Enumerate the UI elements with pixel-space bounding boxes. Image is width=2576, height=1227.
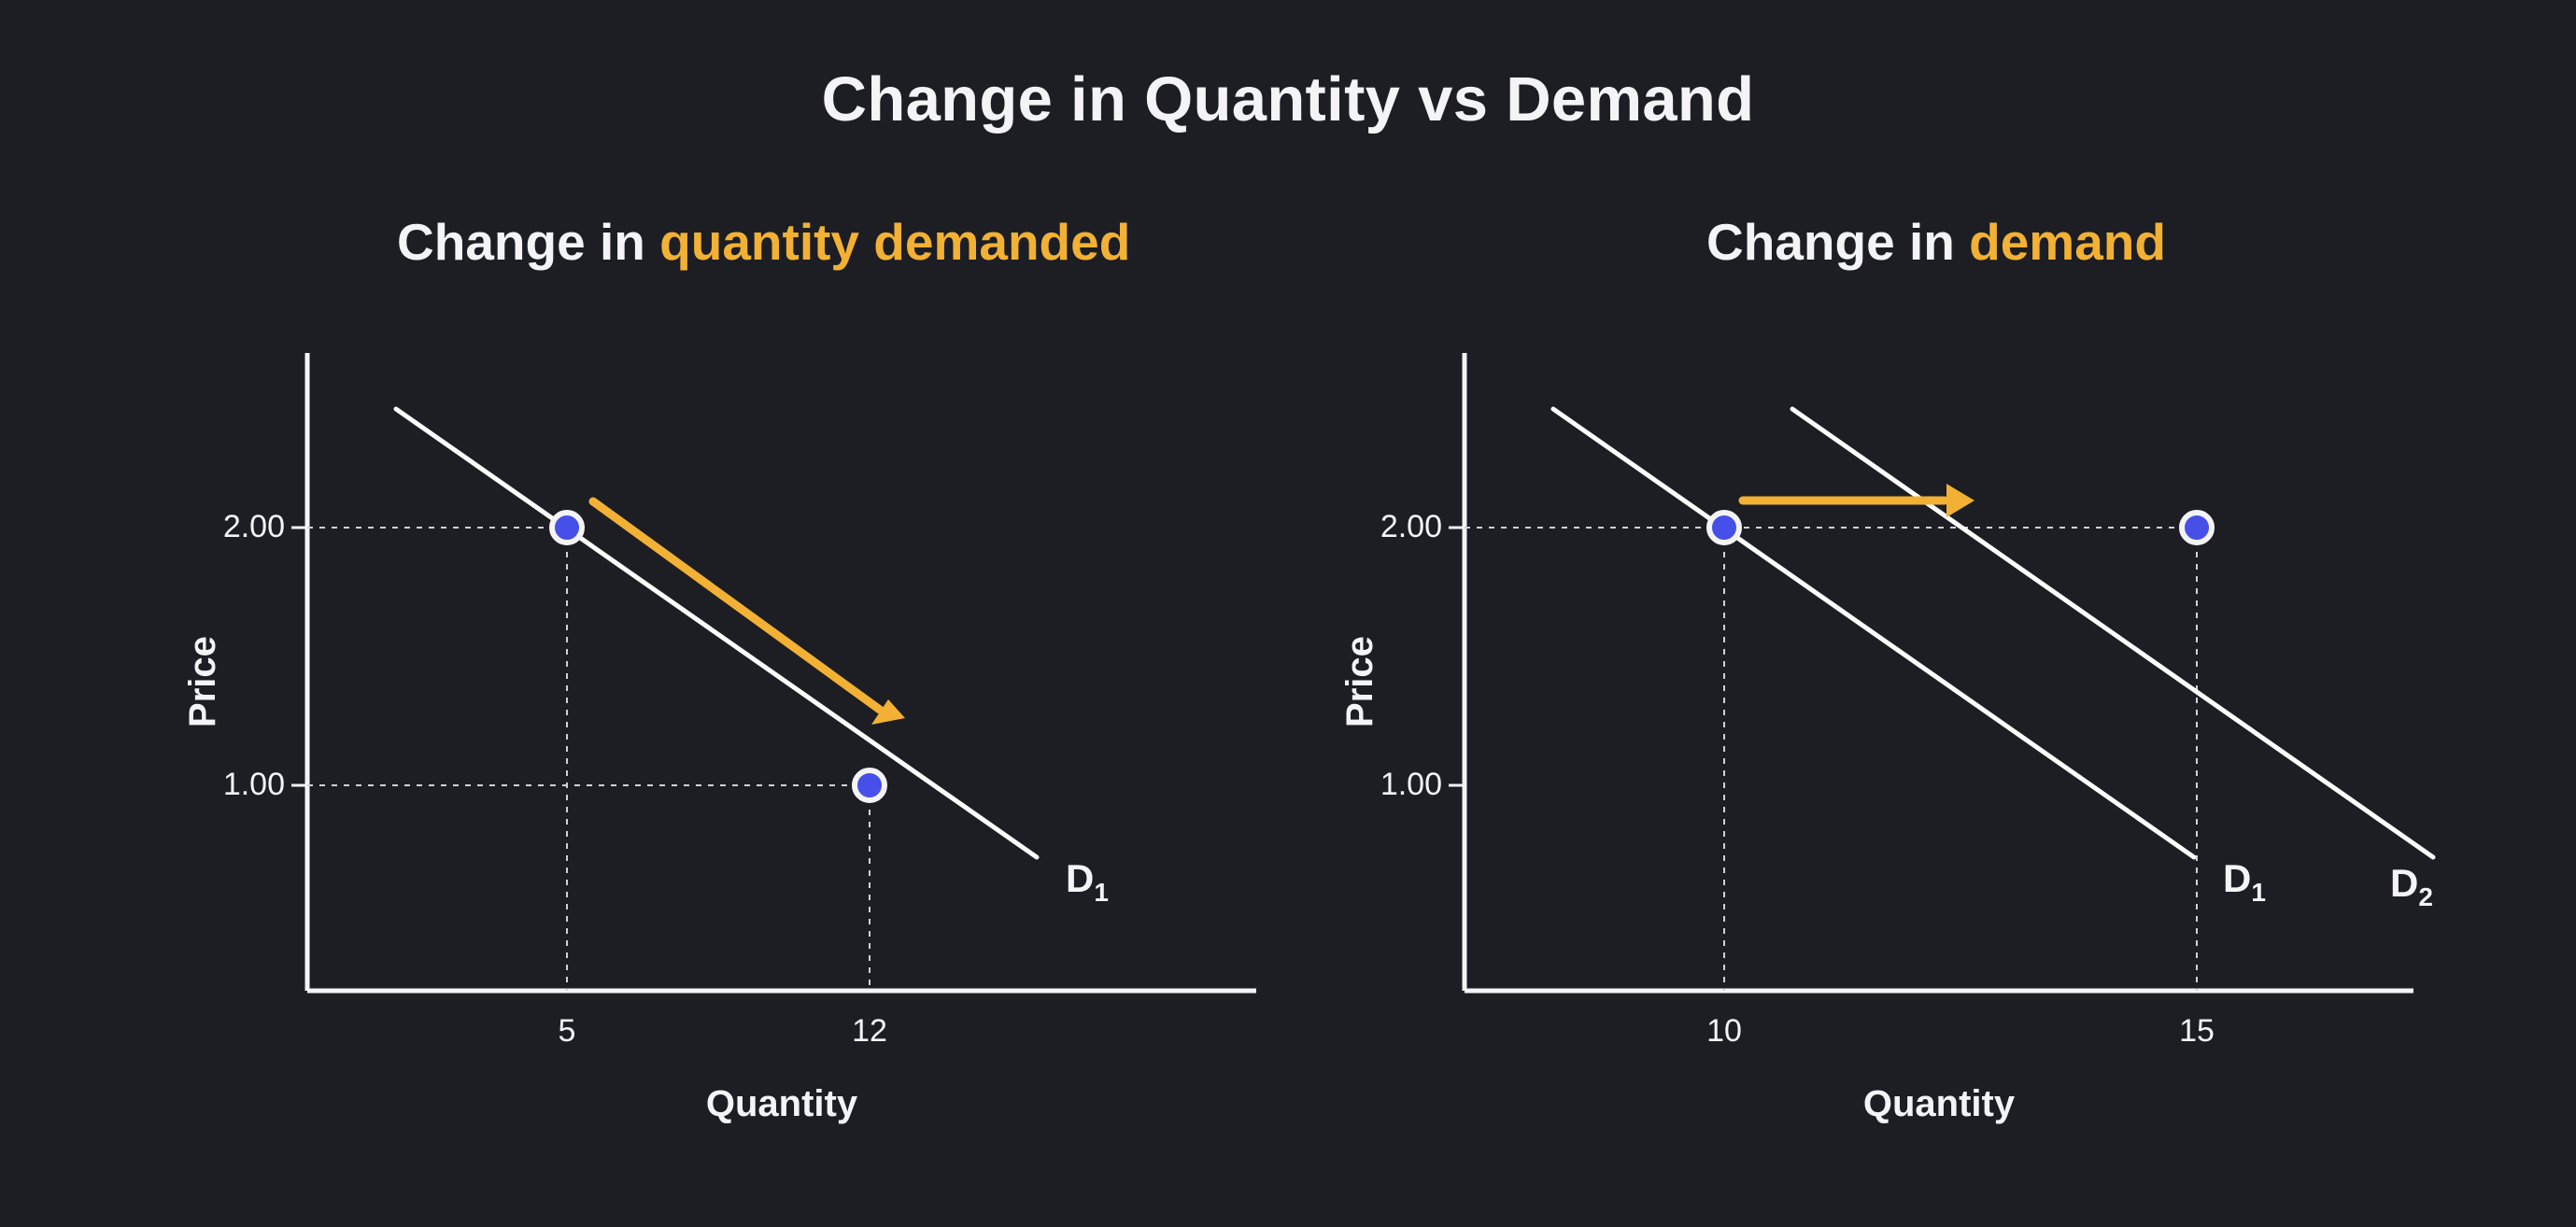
svg-text:1.00: 1.00 bbox=[1380, 767, 1442, 802]
svg-text:5: 5 bbox=[559, 1013, 576, 1049]
svg-text:1.00: 1.00 bbox=[223, 767, 285, 802]
svg-text:D1: D1 bbox=[2223, 856, 2266, 907]
svg-text:Quantity: Quantity bbox=[1863, 1083, 2016, 1124]
svg-text:D2: D2 bbox=[2390, 861, 2433, 911]
svg-text:Price: Price bbox=[182, 636, 223, 727]
svg-text:15: 15 bbox=[2179, 1013, 2215, 1049]
svg-text:Quantity: Quantity bbox=[706, 1083, 858, 1124]
svg-text:10: 10 bbox=[1706, 1013, 1742, 1049]
svg-text:2.00: 2.00 bbox=[1380, 509, 1442, 544]
svg-text:2.00: 2.00 bbox=[223, 509, 285, 544]
svg-text:Price: Price bbox=[1339, 636, 1380, 727]
svg-text:12: 12 bbox=[852, 1013, 887, 1049]
svg-text:D1: D1 bbox=[1066, 856, 1109, 907]
